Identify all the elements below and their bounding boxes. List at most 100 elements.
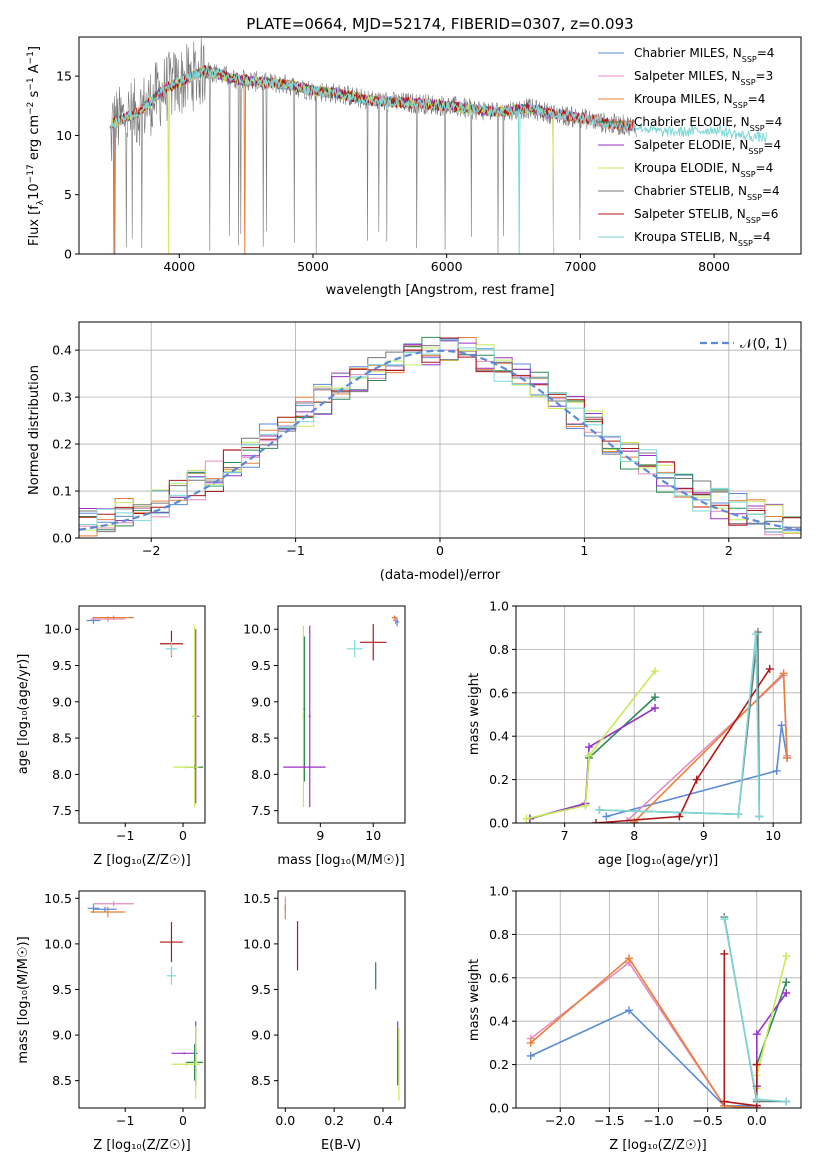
y-tick-label: 9.5 [251,982,271,997]
legend-label: Kroupa STELIB, NSSP=4 [634,230,771,248]
series-marker [526,1051,535,1060]
series-line-kroupa_elodie [526,670,656,820]
legend-text: Chabrier STELIB, N [634,184,747,198]
series-line-chabrier_stelib [599,631,761,817]
x-tick-label: 8000 [698,259,730,274]
legend-text: Kroupa MILES, N [634,92,733,106]
legend-label: 𝒩(0, 1) [740,337,787,352]
series-marker [526,1038,535,1047]
panel-2: −1 0 7.5 8.0 8.5 9.0 9.5 10.0 Z [log₁₀(Z/Z☉)] age… [16,605,206,868]
panel-4: 7 8 9 10 0.0 0.2 0.4 0.6 0.8 1.0 age [log₁₀(age/yr… [467,599,802,868]
axes-frame [515,890,802,1109]
y-tick-label: 10 [56,128,72,143]
x-axis-label: E(B-V) [321,1138,361,1153]
axes-frame [277,890,406,1109]
series-marker [752,1060,761,1069]
y-tick-label: 0.2 [52,437,72,452]
series-line-salpeter_elodie [529,707,656,820]
series-marker [591,819,600,823]
y-tick-label: 0.4 [52,343,72,358]
series-marker [651,693,660,702]
x-tick-label: −1.0 [643,1113,673,1128]
y-tick-label: 9.0 [251,694,271,709]
y-tick-label: 5 [64,187,72,202]
x-tick-label: 0.4 [373,1113,393,1128]
x-tick-label: 0 [179,1113,187,1128]
x-tick-label: 2 [725,543,733,558]
axes-frame [78,605,206,824]
y-tick-label: 0.8 [489,642,509,657]
y-axis-label: age [log₁₀(age/yr)] [16,654,31,775]
y-tick-label: 9.5 [52,982,72,997]
x-tick-label: 0.0 [747,1113,767,1128]
y-tick-label: 1.0 [489,884,509,899]
y-axis-label: mass [log₁₀(M/M☉)] [16,936,31,1063]
series-marker [595,805,604,814]
legend-text: =4 [756,161,774,175]
x-tick-label: 8 [630,828,638,843]
series-marker [692,775,701,784]
series-marker [720,915,729,924]
series-marker [734,810,743,819]
series-line-salpeter_miles [530,961,757,1108]
normal-curve [79,349,801,531]
legend-label: Chabrier MILES, NSSP=4 [634,46,774,64]
series-line-kroupa_stelib [599,634,761,817]
y-tick-label: 9.0 [52,1028,72,1043]
axes-frame [78,36,802,255]
series-marker [777,721,786,730]
label-part: Flux [f [27,205,42,246]
y-tick-label: 10.5 [243,891,271,906]
y-tick-label: 0.2 [489,1057,509,1072]
label-part: λ [36,199,46,205]
plot-area [284,896,400,1101]
y-tick-label: 0.0 [489,1101,509,1116]
plot-area [86,615,204,808]
legend-text: =4 [757,46,775,60]
legend-label: Salpeter ELODIE, NSSP=4 [634,138,781,156]
y-tick-label: 8.0 [52,767,72,782]
x-tick-label: 4000 [163,259,195,274]
x-tick-label: −0.5 [692,1113,722,1128]
plot-area [526,913,791,1108]
series-marker [581,801,590,810]
label-part: erg cm [27,115,42,164]
x-axis-label: Z [log₁₀(Z/Z☉)] [609,1138,706,1153]
y-tick-label: 10.0 [243,622,271,637]
panel-3: 9 10 7.5 8.0 8.5 9.0 9.5 10.0 mass [log₁₀(M/M☉)] [243,605,406,868]
series-marker [584,743,593,752]
series-line-chabrier_elodie [756,981,788,1087]
x-tick-label: 5000 [297,259,329,274]
legend-label: Salpeter MILES, NSSP=3 [634,69,773,87]
x-tick-label: 6000 [431,259,463,274]
series-line-salpeter_stelib [595,668,771,823]
series-marker [782,978,791,987]
series-marker [602,812,611,821]
label-part: −2 [26,102,36,115]
series-line-kroupa_miles [633,671,788,823]
legend-text: Chabrier ELODIE, N [634,115,750,129]
panel-6: 0.0 0.2 0.4 8.5 9.0 9.5 10.0 10.5 E(B-V) [243,890,406,1153]
y-tick-label: 9.5 [251,658,271,673]
series-marker [584,751,593,760]
x-tick-label: 10 [765,828,781,843]
y-axis-label: Flux [fλ10−17 erg cm−2 s−1 A−1] [26,46,46,246]
x-tick-label: −2.0 [545,1113,575,1128]
x-tick-label: 0.0 [275,1113,295,1128]
legend-label: Kroupa ELODIE, NSSP=4 [634,161,773,179]
series-line-salpeter_elodie [756,992,787,1087]
series-marker [752,1030,761,1039]
label-part: −1 [26,51,36,64]
series-marker [782,988,791,997]
legend-sub: SSP [746,216,761,225]
series-marker [751,630,760,639]
legend-sub: SSP [742,55,757,64]
y-tick-label: 15 [56,69,72,84]
legend-text: Salpeter MILES, N [634,69,741,83]
y-tick-label: 8.5 [251,1073,271,1088]
y-tick-label: 0.0 [52,531,72,546]
y-tick-label: 9.0 [251,1028,271,1043]
legend-sub: SSP [738,239,753,248]
x-axis-label: Z [log₁₀(Z/Z☉)] [93,1138,190,1153]
